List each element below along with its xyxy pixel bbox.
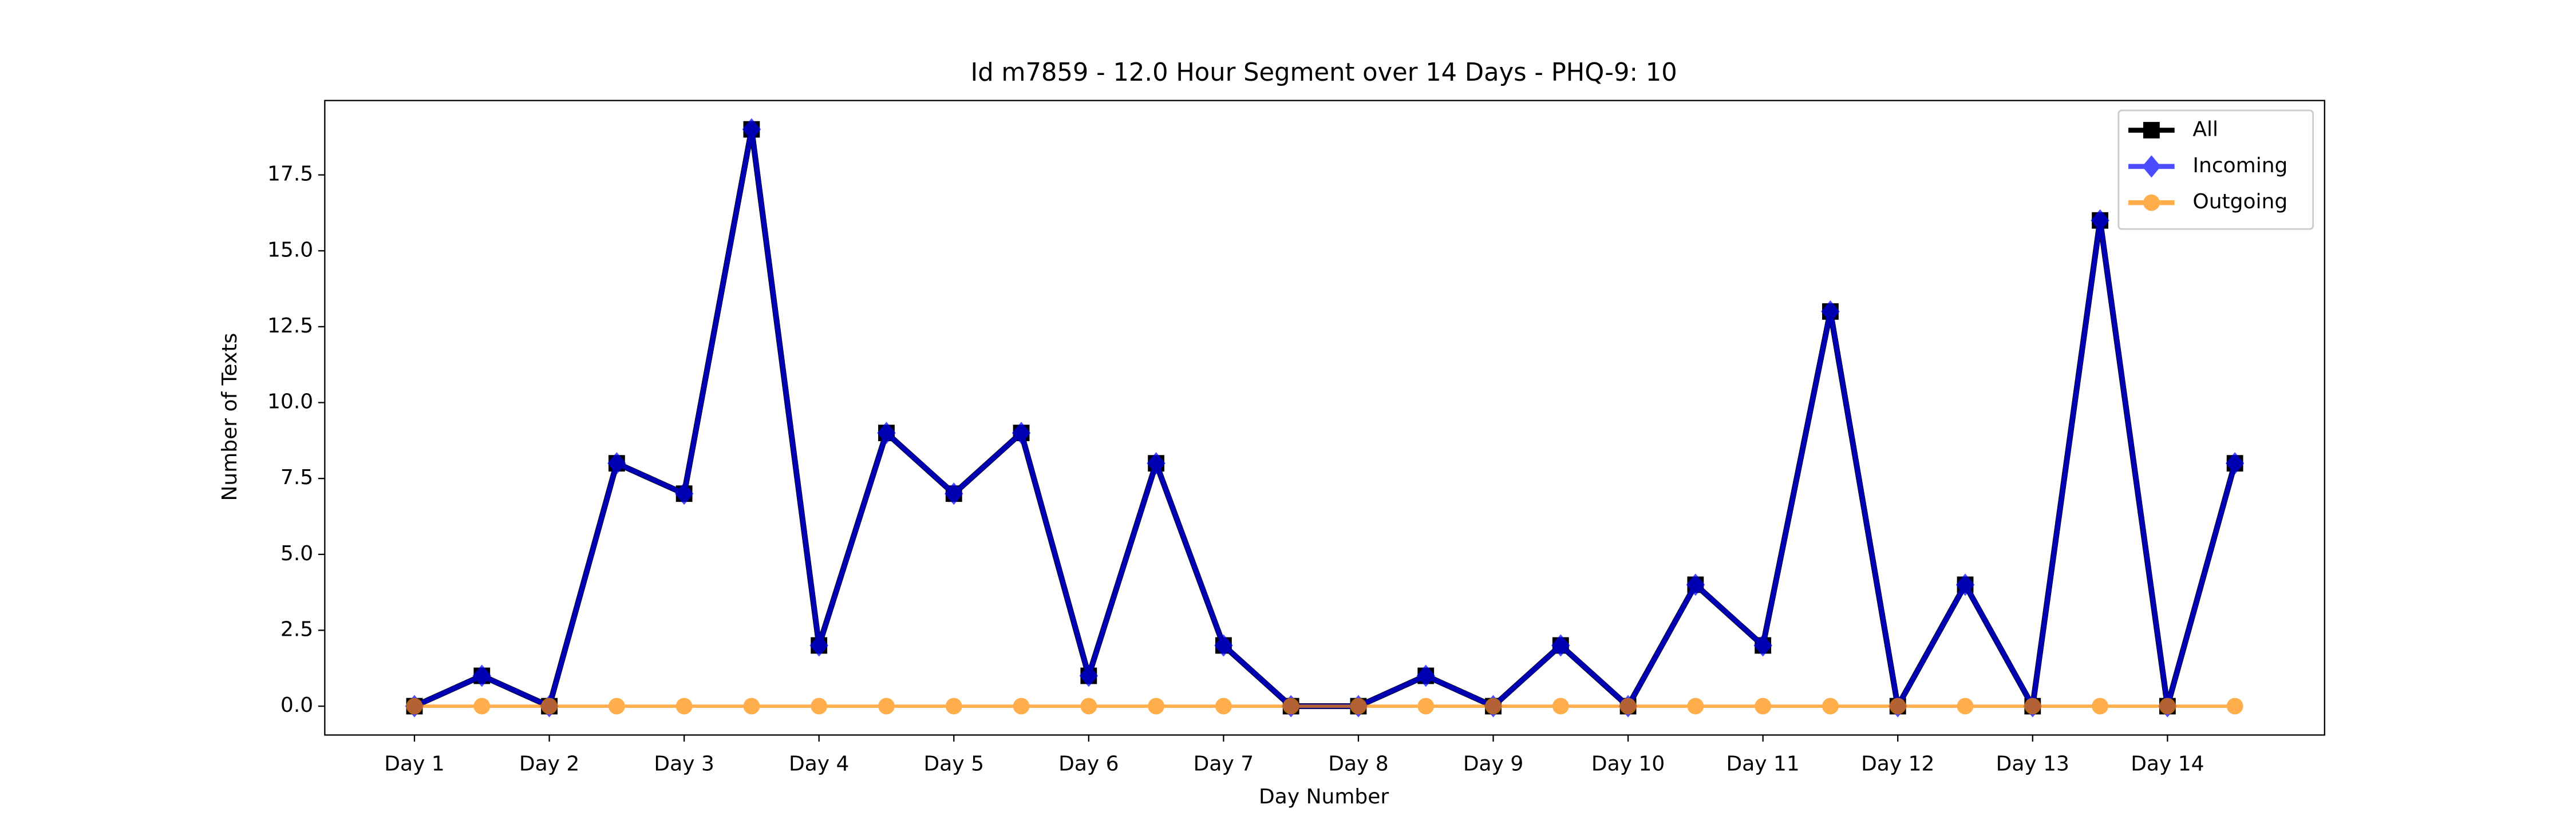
marker [1955,573,1975,596]
x-tick-label: Day 5 [924,752,984,775]
y-tick-label: 2.5 [280,617,313,641]
marker [1416,664,1436,687]
marker [1417,698,1435,715]
marker [541,698,558,715]
marker [811,698,828,715]
legend-box [2117,109,2314,230]
marker [743,698,760,715]
marker [1214,634,1233,657]
marker [1957,698,1974,715]
marker [2143,194,2160,211]
marker [675,698,693,715]
marker [1080,698,1097,715]
marker [406,698,423,715]
marker [1215,698,1232,715]
marker [1147,452,1165,475]
x-tick-label: Day 4 [789,752,849,775]
marker [2226,698,2243,715]
marker [1753,634,1772,657]
x-tick-label: Day 9 [1463,752,1523,775]
x-tick-label: Day 3 [654,752,714,775]
marker [1350,698,1367,715]
plot-frame [324,100,2325,736]
marker [607,452,626,475]
marker [1485,698,1502,715]
x-tick-label: Day 1 [384,752,444,775]
legend-label: Outgoing [2192,190,2287,213]
marker [2143,122,2160,138]
x-tick-label: Day 11 [1726,752,1799,775]
y-tick-label: 10.0 [267,390,313,414]
marker [2024,698,2041,715]
legend-entry [2128,155,2175,178]
x-tick-label: Day 8 [1328,752,1388,775]
marker [674,482,694,505]
marker [1552,698,1569,715]
marker [472,664,492,687]
marker [1079,664,1099,687]
marker [877,422,896,445]
marker [2092,698,2108,715]
marker [1687,698,1704,715]
chart-title: Id m7859 - 12.0 Hour Segment over 14 Day… [971,58,1677,87]
marker [1889,698,1906,715]
legend-entry [2128,122,2175,138]
legend-label: All [2192,118,2218,141]
x-tick-label: Day 12 [1861,752,1934,775]
x-tick-label: Day 6 [1058,752,1119,775]
marker [945,698,962,715]
marker [1012,422,1031,445]
marker [1148,698,1165,715]
marker [742,118,761,141]
x-tick-label: Day 2 [519,752,579,775]
marker [1822,698,1839,715]
y-tick-label: 5.0 [280,542,313,565]
x-tick-label: Day 14 [2131,752,2204,775]
marker [2225,452,2245,475]
marker [1755,698,1772,715]
marker [878,698,895,715]
y-tick-label: 7.5 [280,466,313,489]
marker [2159,698,2176,715]
x-tick-label: Day 13 [1996,752,2069,775]
x-tick-label: Day 10 [1591,752,1665,775]
marker [608,698,625,715]
marker [1551,634,1570,657]
y-tick-label: 15.0 [267,238,313,262]
marker [1013,698,1030,715]
marker [944,482,963,505]
y-axis-label: Number of Texts [218,333,242,501]
marker [1686,573,1705,596]
y-tick-label: 12.5 [267,314,313,338]
marker [473,698,491,715]
marker [1282,698,1299,715]
y-tick-label: 17.5 [267,163,313,186]
x-tick-label: Day 7 [1194,752,1254,775]
legend-entry [2128,194,2175,211]
marker [2091,209,2109,232]
series [406,698,2243,715]
y-tick-label: 0.0 [280,694,313,717]
marker [2142,155,2161,178]
marker [1619,698,1637,715]
legend-label: Incoming [2192,154,2287,177]
marker [1821,300,1840,323]
x-axis-label: Day Number [1259,785,1389,809]
marker [809,634,828,657]
